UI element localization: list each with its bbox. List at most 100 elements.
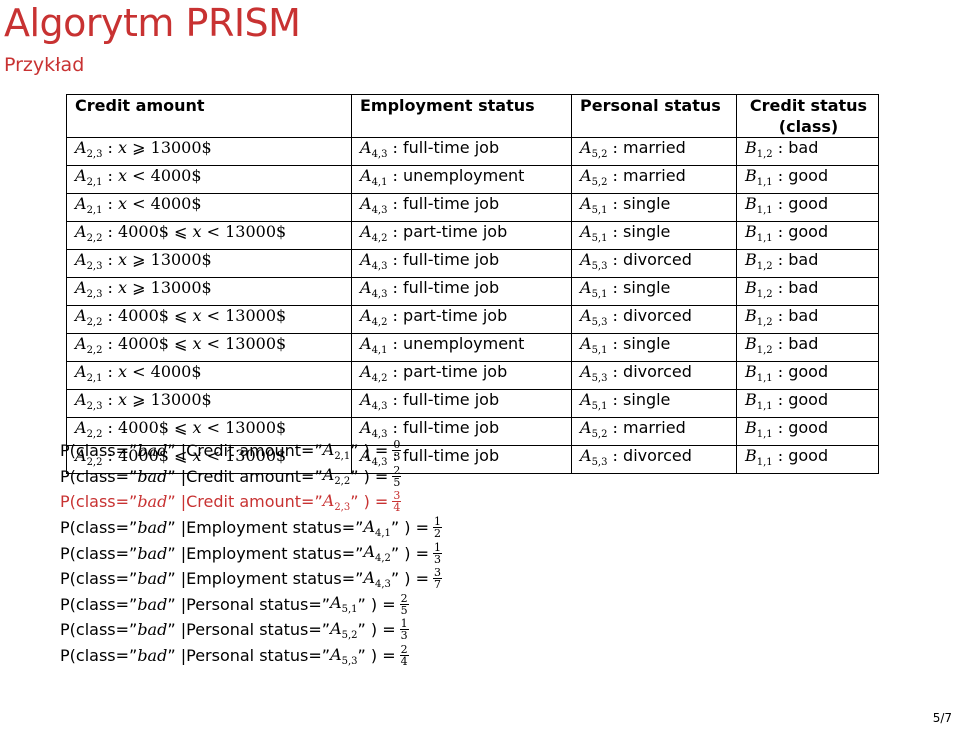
cell-credit-amount: A2,3 : x ⩾ 13000$ <box>66 249 352 278</box>
probability-attribute: ” |Credit amount=” <box>167 492 323 512</box>
cell-credit-amount: A2,1 : x < 4000$ <box>66 193 352 222</box>
cell-personal-status: A5,1 : single <box>571 389 737 418</box>
header-employment-status: Employment status <box>351 94 572 138</box>
cell-employment-status: A4,3 : full-time job <box>351 277 572 306</box>
cell-credit-status: B1,2 : bad <box>736 277 879 306</box>
probability-attribute: ” |Employment status=” <box>167 518 364 538</box>
page-number: 5/7 <box>932 711 952 725</box>
cell-employment-status: A4,3 : full-time job <box>351 445 572 474</box>
cell-employment-status: A4,2 : part-time job <box>351 305 572 334</box>
cell-employment-status: A4,2 : part-time job <box>351 221 572 250</box>
probability-attribute: ” |Credit amount=” <box>167 441 323 461</box>
probability-attribute: ” |Employment status=” <box>167 543 364 563</box>
cell-employment-status: A4,2 : part-time job <box>351 361 572 390</box>
cell-employment-status: A4,3 : full-time job <box>351 417 572 446</box>
table-body: A2,3 : x ⩾ 13000$ A4,3 : full-time job A5,… <box>66 137 879 474</box>
cell-credit-status: B1,1 : good <box>736 389 879 418</box>
cell-employment-status: A4,1 : unemployment <box>351 333 572 362</box>
cell-credit-amount: A2,2 : 4000$ ⩽ x < 13000$ <box>66 333 352 362</box>
cell-personal-status: A5,3 : divorced <box>571 361 737 390</box>
probability-value: A5,1 <box>330 593 358 616</box>
cell-employment-status: A4,3 : full-time job <box>351 389 572 418</box>
probability-value: A5,3 <box>330 644 358 667</box>
probability-line: P(class=” bad” |Personal status=” A5,1” ) … <box>60 591 409 617</box>
cell-credit-amount: A2,2 : 4000$ ⩽ x < 13000$ <box>66 445 352 474</box>
probability-value: A2,3 <box>322 490 351 513</box>
cell-personal-status: A5,3 : divorced <box>571 249 737 278</box>
probability-line: P(class=” bad” |Credit amount=” A2,2” ) = 2… <box>60 463 402 489</box>
table-row: A2,1 : x < 4000$ A4,2 : part-time job A5,3… <box>66 361 879 390</box>
cell-credit-status: B1,1 : good <box>736 361 879 390</box>
probability-class: bad <box>137 518 168 538</box>
probability-attribute: ” |Credit amount=” <box>167 466 323 486</box>
cell-personal-status: A5,1 : single <box>571 193 737 222</box>
cell-employment-status: A4,3 : full-time job <box>351 249 572 278</box>
cell-credit-amount: A2,3 : x ⩾ 13000$ <box>66 277 352 306</box>
probability-line: P(class=” bad” |Personal status=” A5,2” ) … <box>60 617 409 643</box>
header-credit-amount: Credit amount <box>75 96 205 115</box>
probability-class: bad <box>137 569 168 589</box>
table-row: A2,1 : x < 4000$ A4,3 : full-time job A5,1… <box>66 193 879 222</box>
cell-credit-status: B1,2 : bad <box>736 305 879 334</box>
cell-personal-status: A5,1 : single <box>571 333 737 362</box>
probability-line: P(class=” bad” |Employment status=” A4,1” … <box>60 515 443 541</box>
cell-personal-status: A5,1 : single <box>571 277 737 306</box>
table-row: A2,2 : 4000$ ⩽ x < 13000$ A4,2 : part-tim… <box>66 305 879 334</box>
probability-value: A5,2 <box>330 618 358 641</box>
cell-credit-amount: A2,1 : x < 4000$ <box>66 361 352 390</box>
table-row: A2,3 : x ⩾ 13000$ A4,3 : full-time job A5,… <box>66 137 879 166</box>
cell-personal-status: A5,3 : divorced <box>571 305 737 334</box>
cell-credit-amount: A2,2 : 4000$ ⩽ x < 13000$ <box>66 305 352 334</box>
header-personal-status: Personal status <box>571 94 737 138</box>
table-row: A2,3 : x ⩾ 13000$ A4,3 : full-time job A5,… <box>66 277 879 306</box>
header-credit-status-text: Credit status (class) <box>749 96 868 136</box>
cell-credit-status: B1,1 : good <box>736 165 879 194</box>
cell-personal-status: A5,3 : divorced <box>571 445 737 474</box>
probability-class: bad <box>137 466 168 486</box>
cell-personal-status: A5,2 : married <box>571 137 737 166</box>
cell-employment-status: A4,1 : unemployment <box>351 165 572 194</box>
cell-credit-amount: A2,3 : x ⩾ 13000$ <box>66 137 352 166</box>
slide-title: Algorytm PRISM <box>4 1 301 45</box>
cell-credit-status: B1,2 : bad <box>736 249 879 278</box>
probability-class: bad <box>137 620 168 640</box>
table-row: A2,1 : x < 4000$ A4,1 : unemployment A5,2 … <box>66 165 879 194</box>
table-row: A2,3 : x ⩾ 13000$ A4,3 : full-time job A5,… <box>66 389 879 418</box>
probability-class: bad <box>137 594 168 614</box>
table-row: A2,2 : 4000$ ⩽ x < 13000$ A4,3 : full-tim… <box>66 417 879 446</box>
cell-credit-status: B1,1 : good <box>736 221 879 250</box>
probability-class: bad <box>137 492 168 512</box>
credit-data-table: Credit amount Employment status Personal… <box>66 94 879 474</box>
probability-line: P(class=” bad” |Employment status=” A4,3” … <box>60 566 443 592</box>
probability-class: bad <box>137 441 168 461</box>
cell-credit-amount: A2,2 : 4000$ ⩽ x < 13000$ <box>66 221 352 250</box>
cell-employment-status: A4,3 : full-time job <box>351 137 572 166</box>
probability-value: A2,1 <box>322 439 351 462</box>
probability-attribute: ” |Personal status=” <box>167 594 331 614</box>
cell-personal-status: A5,2 : married <box>571 417 737 446</box>
probability-line: P(class=” bad” |Personal status=” A5,3” ) … <box>60 643 409 669</box>
cell-credit-status: B1,1 : good <box>736 193 879 222</box>
probability-list: P(class=” bad” |Credit amount=” A2,1” ) = 0… <box>60 438 443 669</box>
cell-credit-status: B1,2 : bad <box>736 333 879 362</box>
cell-credit-status: B1,2 : bad <box>736 137 879 166</box>
probability-value: A2,2 <box>322 465 351 488</box>
probability-value: A4,2 <box>363 542 391 565</box>
table-row: A2,3 : x ⩾ 13000$ A4,3 : full-time job A5,… <box>66 249 879 278</box>
cell-personal-status: A5,1 : single <box>571 221 737 250</box>
header-credit-status: Credit status (class) <box>736 94 879 138</box>
probability-attribute: ” |Personal status=” <box>167 620 331 640</box>
probability-line: P(class=” bad” |Credit amount=” A2,3” ) = 3… <box>60 489 402 515</box>
cell-credit-status: B1,1 : good <box>736 445 879 474</box>
probability-class: bad <box>137 543 168 563</box>
table-header-row: Credit amount Employment status Personal… <box>67 94 879 138</box>
cell-credit-amount: A2,3 : x ⩾ 13000$ <box>66 389 352 418</box>
